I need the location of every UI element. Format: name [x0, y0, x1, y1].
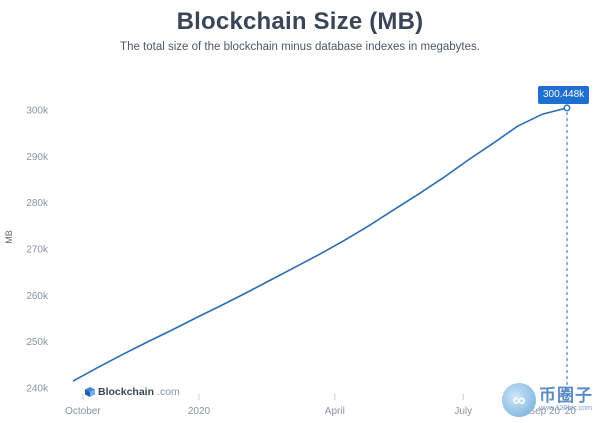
brand-name: Blockchain	[98, 386, 155, 398]
y-axis-label: MB	[4, 230, 14, 244]
y-tick-label: 270k	[26, 245, 49, 256]
watermark-logo-icon: ∞	[502, 383, 536, 417]
value-tooltip: 300.448k	[538, 86, 590, 104]
brand-domain: .com	[157, 386, 180, 398]
y-tick-label: 250k	[26, 337, 49, 348]
highlight-point	[563, 104, 571, 112]
x-tick-label: Sep 20 '20	[528, 406, 576, 417]
series-line	[72, 107, 568, 382]
x-tick-label: April	[325, 406, 345, 417]
y-tick-label: 300k	[26, 106, 49, 117]
watermark-text: 币圈子	[539, 386, 593, 406]
watermark-url: www.120btc.com	[539, 405, 592, 413]
watermark: ∞ 币圈子 www.120btc.com	[502, 378, 598, 422]
x-tick-label: October	[65, 406, 101, 417]
blockchain-icon	[85, 387, 95, 397]
chart-title: Blockchain Size (MB)	[176, 8, 424, 35]
y-tick-label: 280k	[26, 198, 49, 209]
chart-subtitle: The total size of the blockchain minus d…	[120, 41, 480, 53]
x-tick-label: July	[454, 406, 472, 417]
x-tick-label: 2020	[188, 406, 211, 417]
y-tick-label: 240k	[26, 384, 49, 395]
y-tick-label: 260k	[26, 291, 49, 302]
y-tick-label: 290k	[26, 152, 49, 163]
brand-logo: Blockchain .com	[85, 386, 180, 398]
